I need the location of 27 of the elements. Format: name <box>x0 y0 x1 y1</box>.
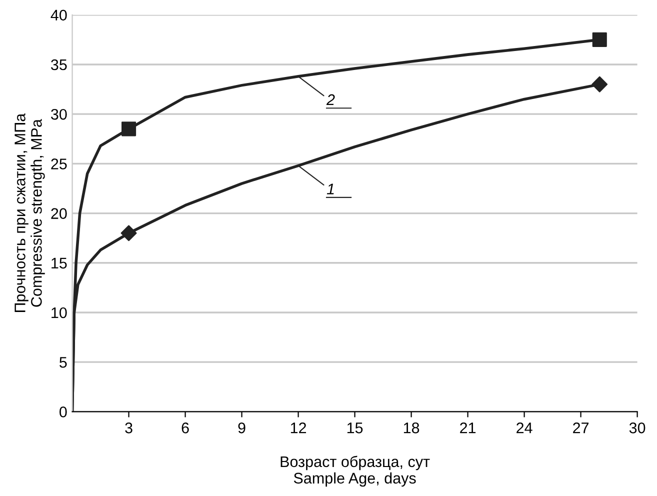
y-tick-label: 5 <box>60 357 67 368</box>
y-tick-label: 35 <box>51 59 67 70</box>
y-tick-label: 10 <box>52 307 67 318</box>
x-tick-label: 21 <box>460 422 476 434</box>
y-tick-label: 0 <box>60 406 67 418</box>
y-tick-label: 30 <box>51 108 67 120</box>
x-tick-label: 15 <box>347 422 363 434</box>
x-axis-title: Возраст образца, сут Sample Age, days <box>280 456 430 487</box>
annotation: 1 <box>326 184 334 194</box>
annotation: 2 <box>326 94 335 105</box>
point <box>592 32 607 47</box>
x-tick-label: 27 <box>573 422 589 434</box>
point <box>120 225 137 242</box>
x-tick-label: 18 <box>404 422 420 434</box>
y-tick-label: 25 <box>51 158 67 170</box>
y-tick-label: 20 <box>51 208 67 219</box>
y-axis-title: Прочность при сжатии, МПа Compressive strength, MPa <box>14 113 45 312</box>
x-tick-label: 9 <box>238 422 246 434</box>
point <box>121 122 136 136</box>
x-tick-label: 24 <box>516 422 532 434</box>
x-tick-label: 12 <box>290 422 306 434</box>
point <box>592 76 608 92</box>
x-tick-label: 3 <box>125 422 132 434</box>
x-tick-label: 6 <box>182 422 189 434</box>
y-tick-label: 15 <box>52 258 67 269</box>
x-tick-label: 30 <box>629 422 646 434</box>
y-tick-label: 40 <box>50 10 67 21</box>
